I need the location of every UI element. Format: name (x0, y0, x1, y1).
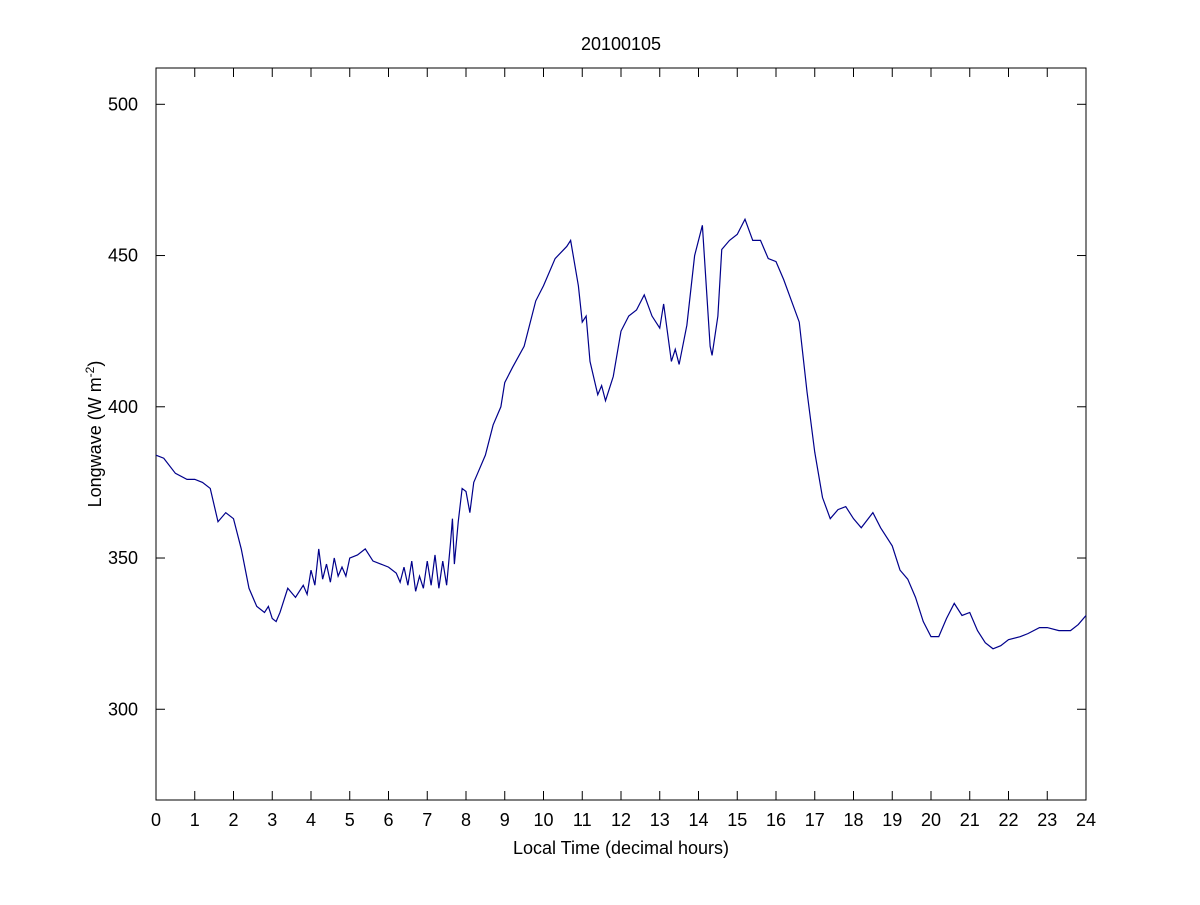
x-tick-label: 0 (151, 810, 161, 830)
x-tick-label: 24 (1076, 810, 1096, 830)
y-axis-label-text: Longwave (W m (85, 377, 105, 507)
x-tick-label: 6 (383, 810, 393, 830)
y-axis-label-suffix: ) (85, 361, 105, 367)
x-tick-label: 10 (533, 810, 553, 830)
x-tick-label: 7 (422, 810, 432, 830)
y-tick-label: 350 (108, 548, 138, 568)
x-tick-label: 4 (306, 810, 316, 830)
x-tick-label: 3 (267, 810, 277, 830)
x-tick-label: 18 (843, 810, 863, 830)
x-tick-label: 12 (611, 810, 631, 830)
data-line (155, 217, 1087, 650)
x-tick-label: 5 (345, 810, 355, 830)
y-axis-label-sup: -2 (83, 366, 97, 377)
chart-title: 20100105 (581, 34, 661, 54)
x-tick-label: 9 (500, 810, 510, 830)
x-tick-label: 15 (727, 810, 747, 830)
x-tick-label: 16 (766, 810, 786, 830)
x-tick-label: 14 (688, 810, 708, 830)
x-tick-label: 13 (650, 810, 670, 830)
x-tick-label: 17 (805, 810, 825, 830)
x-tick-label: 23 (1037, 810, 1057, 830)
x-tick-label: 20 (921, 810, 941, 830)
x-tick-label: 22 (998, 810, 1018, 830)
x-tick-label: 21 (960, 810, 980, 830)
x-tick-label: 19 (882, 810, 902, 830)
x-axis-label: Local Time (decimal hours) (513, 838, 729, 858)
x-tick-label: 1 (190, 810, 200, 830)
x-tick-label: 11 (573, 810, 592, 830)
y-tick-label: 450 (108, 246, 138, 266)
x-tick-label: 2 (228, 810, 238, 830)
y-tick-label: 300 (108, 699, 138, 719)
y-axis-label: Longwave (W m-2) (83, 361, 105, 508)
y-tick-label: 400 (108, 397, 138, 417)
y-tick-label: 500 (108, 94, 138, 114)
x-tick-label: 8 (461, 810, 471, 830)
